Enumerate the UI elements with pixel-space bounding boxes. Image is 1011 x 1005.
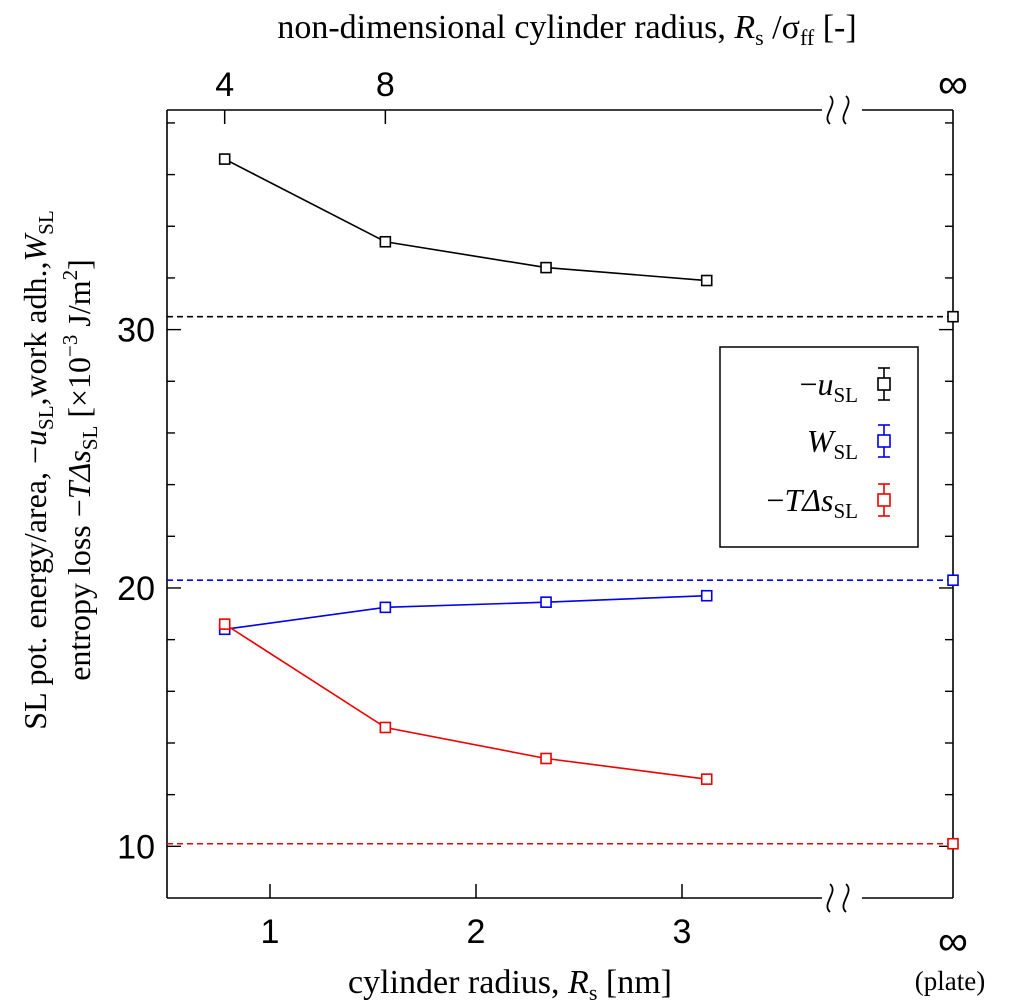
point-Ts-2 — [540, 752, 552, 765]
axis-break-top-0 — [826, 95, 834, 125]
y-axis-title-line1: SL pot. energy/area, −uSL,work adh.,WSL — [17, 210, 58, 729]
x-tick-label-1: 1 — [261, 913, 280, 951]
x-top-tick-label-8: 8 — [376, 66, 395, 104]
legend-marker-W — [877, 434, 891, 448]
point-W-plate — [947, 574, 959, 587]
point-Ts-plate — [947, 837, 959, 850]
x-top-infinity-label: ∞ — [938, 60, 968, 107]
y-axis-title-line2: entropy loss −TΔsSL [×10−3 J/m2] — [58, 259, 102, 681]
point-W-1 — [379, 601, 392, 614]
point-W-3 — [700, 589, 713, 602]
axis-break-bottom-0 — [826, 883, 834, 913]
y-tick-label-10: 10 — [117, 828, 155, 866]
legend-marker-u — [877, 377, 891, 391]
point-u-plate — [947, 310, 959, 323]
ticks: 1 2 3 4 8 10 20 30 — [117, 66, 953, 951]
x-axis-title: cylinder radius, Rs [nm] — [348, 964, 672, 1005]
axes — [166, 95, 954, 913]
axis-break-bottom-1 — [842, 883, 850, 913]
point-u-0 — [218, 153, 231, 165]
legend: −uSL WSL −TΔsSL — [719, 346, 919, 548]
plate-reference-lines — [167, 315, 953, 845]
point-u-2 — [540, 261, 552, 274]
x-tick-label-3: 3 — [673, 913, 692, 951]
point-Ts-0 — [218, 618, 231, 630]
point-Ts-1 — [379, 721, 392, 734]
point-Ts-3 — [700, 773, 713, 785]
series — [218, 153, 959, 850]
point-W-2 — [540, 596, 552, 608]
y-tick-label-30: 30 — [117, 312, 155, 350]
x-bottom-infinity-label: ∞ — [938, 917, 968, 964]
x-axis-top-title: non-dimensional cylinder radius, Rs /σff… — [277, 9, 856, 50]
plate-label: (plate) — [915, 966, 985, 996]
legend-label-Ts: −TΔsSL — [766, 482, 858, 523]
series-line-W — [224, 594, 707, 631]
legend-label-W: WSL — [807, 423, 858, 464]
series-line-Ts — [224, 623, 707, 780]
x-tick-label-2: 2 — [467, 913, 486, 951]
point-u-1 — [379, 235, 392, 248]
legend-label-u: −uSL — [799, 366, 858, 407]
x-top-tick-label-4: 4 — [215, 66, 234, 104]
axis-break-top-1 — [842, 95, 850, 125]
series-line-u — [224, 158, 707, 282]
y-tick-label-20: 20 — [117, 570, 155, 608]
legend-marker-Ts — [877, 493, 891, 507]
point-u-3 — [700, 274, 713, 287]
